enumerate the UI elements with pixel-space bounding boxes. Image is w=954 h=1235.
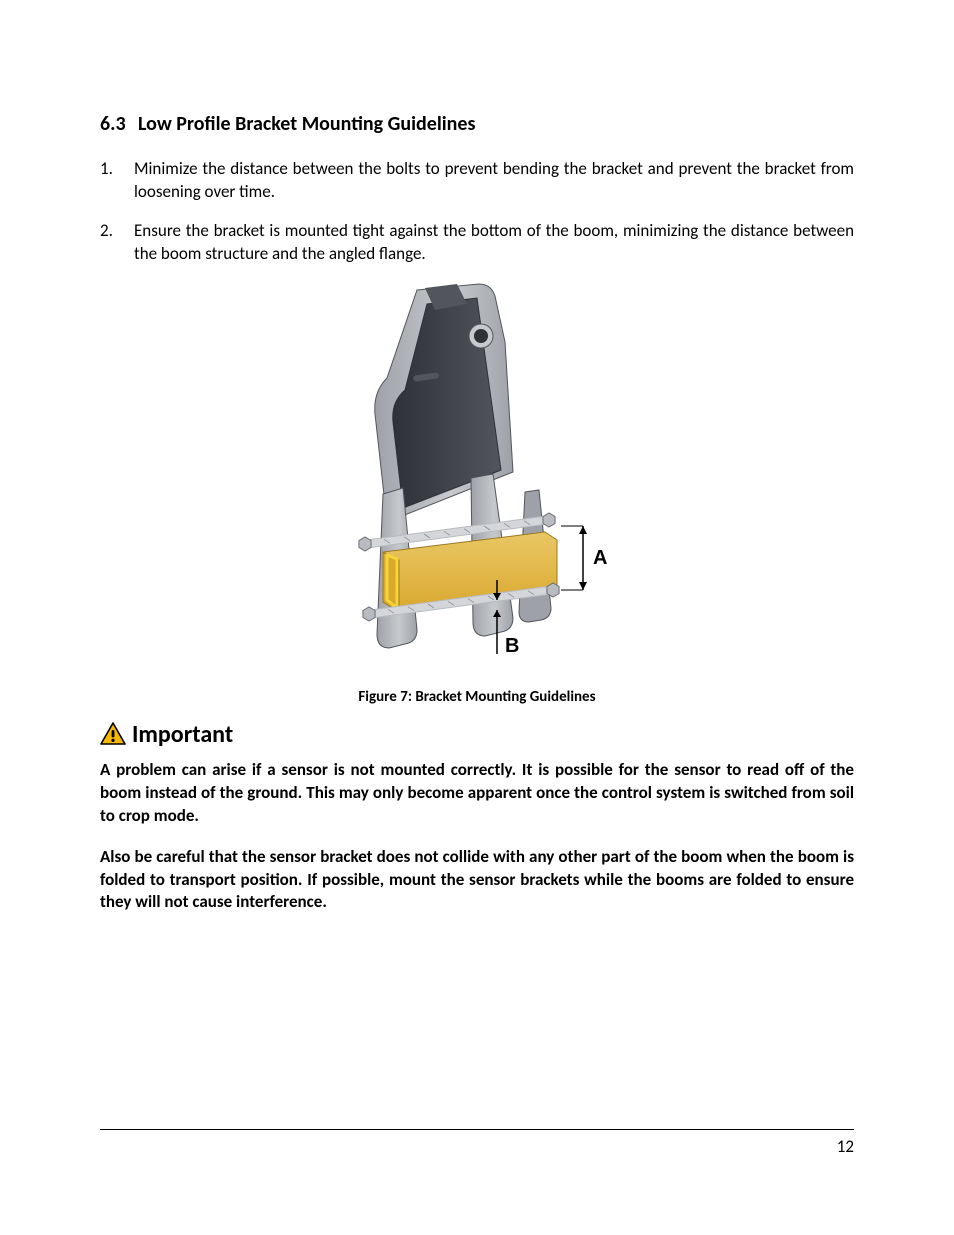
warning-paragraph: Also be careful that the sensor bracket …: [100, 846, 854, 915]
page-footer: 12: [100, 1129, 854, 1157]
section-title: Low Profile Bracket Mounting Guidelines: [138, 112, 475, 136]
figure-caption: Figure 7: Bracket Mounting Guidelines: [358, 688, 595, 706]
important-heading: Important: [100, 720, 854, 749]
list-item: 2. Ensure the bracket is mounted tight a…: [100, 220, 854, 266]
list-text: Minimize the distance between the bolts …: [134, 158, 854, 204]
page-number: 12: [100, 1136, 854, 1157]
warning-paragraph: A problem can arise if a sensor is not m…: [100, 759, 854, 828]
list-item: 1. Minimize the distance between the bol…: [100, 158, 854, 204]
section-number: 6.3: [100, 112, 138, 136]
svg-text:B: B: [505, 635, 519, 657]
important-label: Important: [132, 720, 233, 749]
list-marker: 1.: [100, 158, 134, 204]
bracket-illustration: AB: [317, 282, 637, 682]
section-heading: 6.3 Low Profile Bracket Mounting Guideli…: [100, 112, 854, 136]
list-text: Ensure the bracket is mounted tight agai…: [134, 220, 854, 266]
document-page: 6.3 Low Profile Bracket Mounting Guideli…: [0, 0, 954, 1235]
svg-text:A: A: [593, 547, 607, 569]
footer-rule: [100, 1129, 854, 1130]
figure: AB Figure 7: Bracket Mounting Guidelines: [100, 282, 854, 706]
warning-icon: [100, 722, 126, 746]
list-marker: 2.: [100, 220, 134, 266]
guideline-list: 1. Minimize the distance between the bol…: [100, 158, 854, 266]
